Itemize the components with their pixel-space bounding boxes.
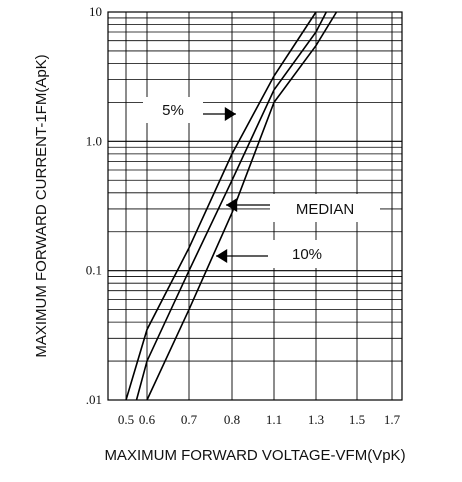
x-axis-title: MAXIMUM FORWARD VOLTAGE-VFM(VpK) <box>104 447 405 464</box>
x-tick-label: 0.8 <box>224 412 240 427</box>
annotation-10pct-arrowhead-icon <box>216 249 228 263</box>
y-tick-label: .01 <box>86 392 102 407</box>
annotation-10pct-label: 10% <box>292 246 322 263</box>
series-line-median <box>135 11 328 401</box>
series-line-5 <box>125 11 317 401</box>
y-axis-title: MAXIMUM FORWARD CURRENT-1FM(ApK) <box>33 54 50 357</box>
x-tick-label: 1.5 <box>349 412 365 427</box>
plot-frame <box>107 11 403 401</box>
annotation-5pct-arrowhead-icon <box>224 107 236 121</box>
y-tick-label: 10 <box>89 4 102 19</box>
x-tick-label: 1.1 <box>266 412 282 427</box>
annotation-median-background <box>270 194 380 222</box>
annotation-5pct-label: 5% <box>162 102 184 119</box>
annotation-10pct-background <box>268 240 346 268</box>
x-tick-label: 0.7 <box>181 412 198 427</box>
y-tick-label: 1.0 <box>86 133 102 148</box>
y-tick-label: 0.1 <box>86 263 102 278</box>
annotation-median-label: MEDIAN <box>296 201 354 218</box>
curve-annotations: 5% MEDIAN 10% <box>143 97 380 268</box>
data-curves <box>125 11 338 401</box>
tick-labels: 0.5 0.6 0.7 0.8 1.1 1.3 1.5 1.7 10 1.0 0.1 .01 <box>86 4 401 427</box>
x-tick-label: 1.7 <box>384 412 401 427</box>
x-tick-label: 0.6 <box>139 412 156 427</box>
annotation-median-arrowhead-icon <box>226 198 238 212</box>
series-line-10 <box>146 11 338 401</box>
annotation-5pct-background <box>143 97 203 123</box>
x-tick-label: 1.3 <box>308 412 324 427</box>
x-tick-label: 0.5 <box>118 412 134 427</box>
